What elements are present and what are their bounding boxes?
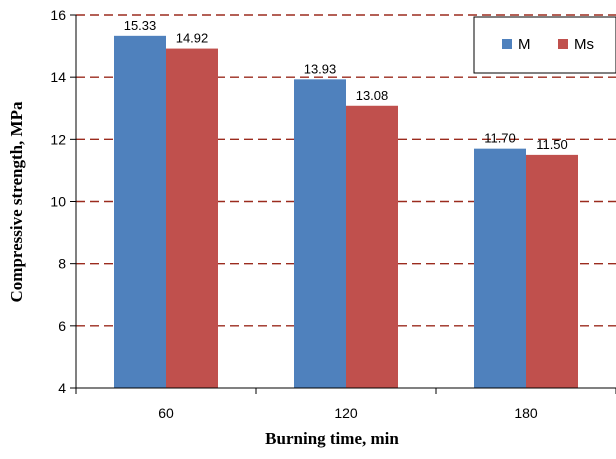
- x-tick-label: 60: [158, 405, 174, 421]
- x-tick-label: 120: [334, 405, 358, 421]
- y-tick-label: 6: [58, 318, 66, 334]
- bar-ms-120: [346, 105, 398, 388]
- data-label-ms-180: 11.50: [536, 137, 568, 152]
- y-axis-title: Compressive strength, MPa: [7, 101, 26, 302]
- bar-ms-180: [526, 154, 578, 388]
- data-label-ms-120: 13.08: [356, 88, 389, 103]
- legend-swatch-ms: [558, 39, 568, 49]
- bar-m-60: [114, 35, 166, 388]
- data-label-m-60: 15.33: [124, 18, 157, 33]
- y-tick-label: 12: [50, 131, 66, 147]
- data-labels: 15.33 14.92 13.93 13.08 11.70 11.50: [124, 18, 568, 152]
- legend-box: [473, 16, 616, 74]
- x-tick-label: 180: [514, 405, 538, 421]
- legend-label-ms: Ms: [574, 36, 594, 53]
- y-tick-label: 16: [50, 7, 66, 23]
- legend-swatch-m: [502, 39, 512, 49]
- bar-m-120: [294, 79, 346, 388]
- tick-labels: 4 6 8 10 12 14 16 60 120 180: [50, 7, 537, 421]
- data-label-ms-60: 14.92: [176, 31, 209, 46]
- bars: [114, 35, 578, 388]
- data-label-m-120: 13.93: [304, 61, 337, 76]
- y-tick-label: 4: [58, 380, 66, 396]
- y-tick-label: 8: [58, 256, 66, 272]
- data-label-m-180: 11.70: [484, 131, 516, 146]
- legend-label-m: M: [518, 36, 531, 53]
- legend: M Ms: [473, 16, 616, 74]
- x-axis-title: Burning time, min: [265, 429, 399, 448]
- bar-ms-60: [166, 48, 218, 388]
- bar-m-180: [474, 148, 526, 388]
- axes: [70, 14, 616, 394]
- y-tick-label: 14: [50, 69, 66, 85]
- y-tick-label: 10: [50, 194, 66, 210]
